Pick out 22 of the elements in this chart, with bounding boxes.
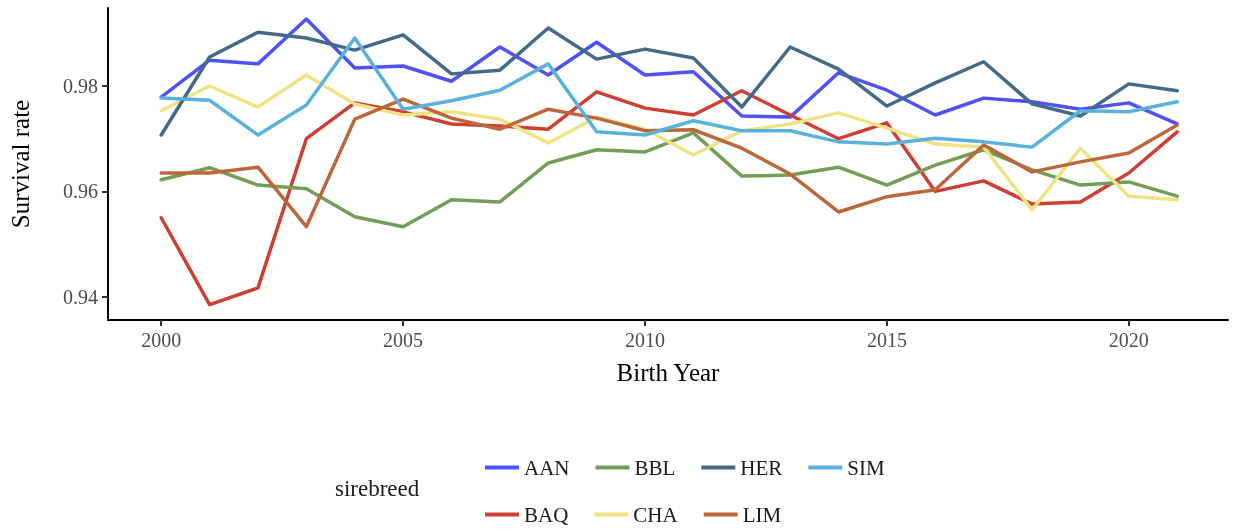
y-axis-title: Survival rate xyxy=(7,99,34,229)
legend-title: sirebreed xyxy=(335,476,420,501)
line-series xyxy=(159,26,1179,137)
y-tick-label: 0.96 xyxy=(63,180,98,203)
legend-label: LIM xyxy=(742,502,782,527)
line-series xyxy=(159,17,1179,126)
y-tick-label: 0.94 xyxy=(63,285,98,308)
x-tick-label: 2020 xyxy=(1108,329,1149,351)
x-tick-label: 2005 xyxy=(383,329,424,351)
line-series xyxy=(159,36,1179,149)
x-axis-title: Birth Year xyxy=(616,359,721,386)
legend-label: BAQ xyxy=(524,502,569,527)
line-series xyxy=(159,97,1179,229)
legend-label: HER xyxy=(740,455,783,480)
legend-label: AAN xyxy=(524,455,570,480)
legend-label: SIM xyxy=(847,455,886,480)
x-tick-label: 2010 xyxy=(625,329,666,351)
legend-label: CHA xyxy=(633,502,679,527)
y-tick-label: 0.98 xyxy=(63,75,98,97)
x-tick-label: 2015 xyxy=(866,329,907,351)
legend-label: BBL xyxy=(634,455,676,480)
x-tick-label: 2000 xyxy=(141,329,182,351)
